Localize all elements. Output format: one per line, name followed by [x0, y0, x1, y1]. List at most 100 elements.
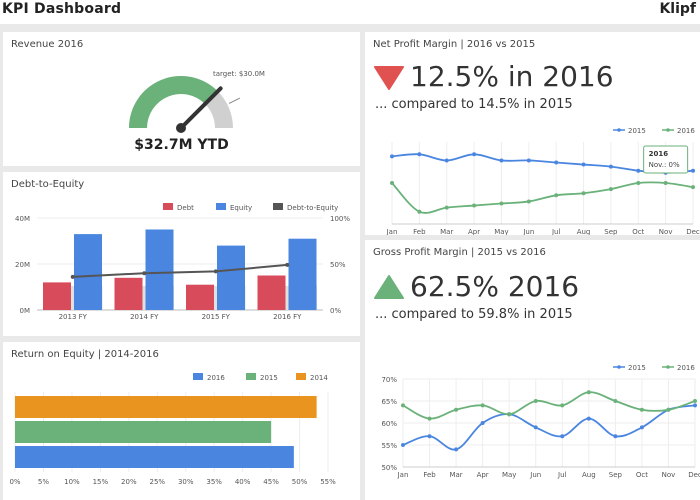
- x-tick-label: 2016 FY: [273, 313, 302, 321]
- net-profit-title: Net Profit Margin | 2016 vs 2015: [373, 39, 536, 50]
- bar-debt: [257, 275, 286, 310]
- legend-swatch-1: [246, 373, 256, 380]
- bar-equity: [217, 245, 245, 310]
- series-point-2015: [417, 152, 422, 157]
- legend-dot-0: [617, 128, 621, 132]
- gauge-needle: [179, 86, 223, 130]
- y-tick-label: 55%: [381, 442, 397, 450]
- trend-up-icon: [374, 275, 404, 299]
- x-tick-label: 50%: [292, 478, 308, 486]
- series-line-2016: [391, 181, 694, 214]
- revenue-title: Revenue 2016: [11, 39, 84, 50]
- series-point-2016: [586, 390, 591, 395]
- series-line-2015: [391, 153, 694, 174]
- legend-label-0: 2015: [628, 127, 646, 135]
- legend-swatch-2: [273, 203, 283, 210]
- revenue-gauge: target: $30.0M: [129, 70, 265, 133]
- x-tick-label: Jun: [522, 228, 534, 235]
- series-point-2015: [608, 164, 613, 169]
- x-tick-label: 45%: [263, 478, 279, 486]
- y-right-tick-label: 0%: [330, 307, 341, 315]
- x-tick-label: Aug: [577, 228, 591, 235]
- series-point-2016: [427, 416, 432, 421]
- series-point-2015: [472, 152, 477, 157]
- series-point-2016: [560, 403, 565, 408]
- series-point-2016: [480, 403, 485, 408]
- series-point-2015: [390, 154, 394, 159]
- series-point-2015: [691, 168, 695, 173]
- x-tick-label: Dec: [688, 471, 700, 479]
- series-point-2015: [581, 162, 586, 167]
- x-tick-label: 30%: [178, 478, 194, 486]
- debt-equity-chart: Debt Equity Debt-to-Equity 0M 20M 40M 0% 50% 100…: [15, 203, 350, 321]
- y-tick-label: 50%: [381, 464, 397, 472]
- brand-logo[interactable]: Klipf: [659, 1, 696, 17]
- legend-dot-1: [666, 128, 670, 132]
- x-tick-label: 25%: [149, 478, 165, 486]
- series-point-2015: [560, 434, 565, 439]
- gross-profit-title: Gross Profit Margin | 2015 vs 2016: [373, 247, 546, 258]
- x-tick-label: 2013 FY: [59, 313, 88, 321]
- x-tick-label: 35%: [206, 478, 222, 486]
- gross-profit-panel: Gross Profit Margin | 2015 vs 2016 62.5%…: [365, 240, 700, 500]
- x-tick-label: 2015 FY: [202, 313, 231, 321]
- roe-panel: Return on Equity | 2014-2016 2016 2015 201…: [3, 342, 360, 500]
- legend-label-1: 2016: [677, 364, 695, 372]
- series-point-2016: [639, 407, 644, 412]
- x-tick-label: Aug: [582, 471, 596, 479]
- gross-profit-chart: 2015 2016 Jan Feb Mar Apr May Jun Jul Aug Sep Oct No…: [381, 364, 700, 479]
- ratio-line: [72, 263, 288, 278]
- series-point-2016: [472, 203, 477, 208]
- debt-equity-title: Debt-to-Equity: [11, 179, 85, 190]
- x-tick-label: 20%: [121, 478, 137, 486]
- gross-profit-headline: 62.5% 2016: [410, 270, 580, 303]
- y-right-tick-label: 100%: [330, 215, 350, 223]
- gauge-target-marker: [228, 97, 241, 104]
- x-tick-label: Oct: [636, 471, 648, 479]
- legend-label-1: 2015: [260, 374, 278, 382]
- x-tick-label: Jul: [557, 471, 567, 479]
- series-point-2016: [526, 199, 531, 204]
- x-tick-label: 2014 FY: [130, 313, 159, 321]
- series-point-2016: [613, 399, 618, 403]
- x-tick-label: 10%: [64, 478, 80, 486]
- series-point-2016: [554, 193, 559, 198]
- legend-label-1: 2016: [677, 127, 695, 135]
- legend-swatch-1: [216, 203, 226, 210]
- x-tick-label: 40%: [235, 478, 251, 486]
- x-tick-label: 15%: [93, 478, 109, 486]
- series-point-2015: [586, 416, 591, 421]
- legend-dot-1: [666, 365, 670, 369]
- tooltip-value: Nov.: 0%: [649, 161, 680, 169]
- y-right-tick-label: 50%: [330, 261, 346, 269]
- bar-equity: [145, 229, 174, 310]
- series-line-2016: [402, 391, 696, 420]
- y-tick-label: 65%: [381, 398, 397, 406]
- roe-bar-2015: [15, 421, 272, 443]
- x-tick-label: Jul: [551, 228, 561, 235]
- y-tick-label: 70%: [381, 376, 397, 384]
- debt-equity-panel: Debt-to-Equity Debt Equity Debt-to-Equity 0…: [3, 172, 360, 336]
- y-tick-label: 60%: [381, 420, 397, 428]
- series-point-2015: [693, 403, 697, 408]
- series-point-2016: [401, 403, 405, 408]
- revenue-ytd-value: $32.7M YTD: [134, 137, 229, 153]
- series-point-2016: [507, 412, 512, 417]
- roe-bar-2016: [15, 446, 294, 468]
- series-point-2015: [636, 168, 641, 173]
- series-point-2016: [390, 181, 394, 185]
- net-profit-chart: 2015 2016 Jan Feb Mar Apr May Jun Jul Aug Sep Oct No…: [386, 127, 700, 235]
- series-point-2016: [454, 407, 459, 412]
- legend-dot-0: [617, 365, 621, 369]
- legend-label-2: Debt-to-Equity: [287, 204, 338, 212]
- y-left-tick-label: 0M: [20, 307, 31, 315]
- x-tick-label: Mar: [449, 471, 462, 479]
- bar-equity: [288, 238, 317, 310]
- series-point-2015: [401, 443, 405, 447]
- series-point-2015: [554, 160, 559, 165]
- net-profit-subline: ... compared to 14.5% in 2015: [375, 97, 573, 112]
- series-point-2016: [666, 407, 671, 412]
- x-tick-label: May: [502, 471, 516, 479]
- gauge-pivot: [176, 123, 186, 133]
- x-tick-label: Nov: [659, 228, 673, 235]
